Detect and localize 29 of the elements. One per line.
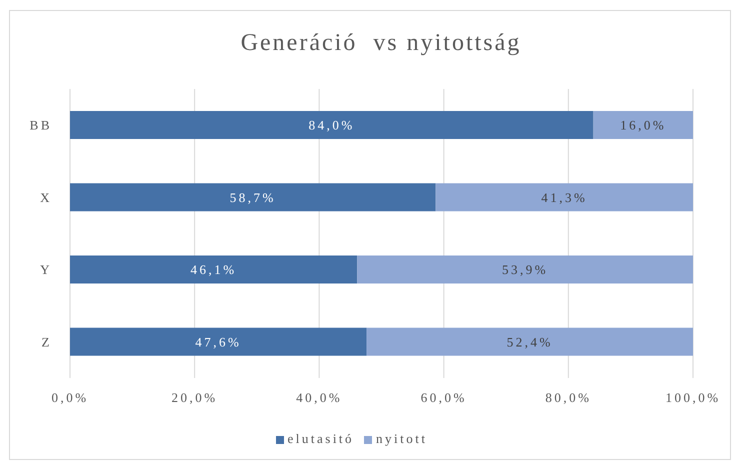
legend-label: elutasitó	[288, 431, 354, 446]
bar	[436, 183, 693, 212]
bar	[70, 111, 594, 139]
x-tick-label: 0,0%	[51, 390, 89, 406]
bar	[357, 256, 693, 284]
chart-title: Generáció vs nyitottság	[240, 30, 522, 57]
bar	[70, 328, 367, 356]
data-label: 53,9%	[502, 262, 548, 277]
y-tick-label: BB	[30, 118, 52, 133]
y-tick-label: Y	[40, 262, 52, 278]
y-tick-label: Z	[42, 334, 52, 350]
bar	[366, 328, 693, 356]
x-tick-label: 40,0%	[296, 390, 342, 406]
legend-label: nyitott	[376, 431, 428, 446]
x-tick-label: 20,0%	[172, 390, 218, 406]
bar	[593, 111, 693, 139]
data-label: 47,6%	[195, 334, 242, 350]
data-label: 16,0%	[620, 118, 666, 132]
data-label: 41,3%	[541, 190, 588, 205]
y-tick-label: X	[40, 190, 52, 205]
data-label: 58,7%	[230, 190, 276, 205]
data-label: 46,1%	[190, 262, 237, 277]
data-label: 52,4%	[506, 334, 553, 350]
x-tick-label: 60,0%	[420, 390, 467, 406]
bar	[70, 256, 358, 284]
bar	[70, 183, 436, 212]
x-tick-label: 100,0%	[665, 390, 721, 406]
data-label: 84,0%	[308, 118, 355, 132]
x-tick-label: 80,0%	[545, 390, 592, 406]
